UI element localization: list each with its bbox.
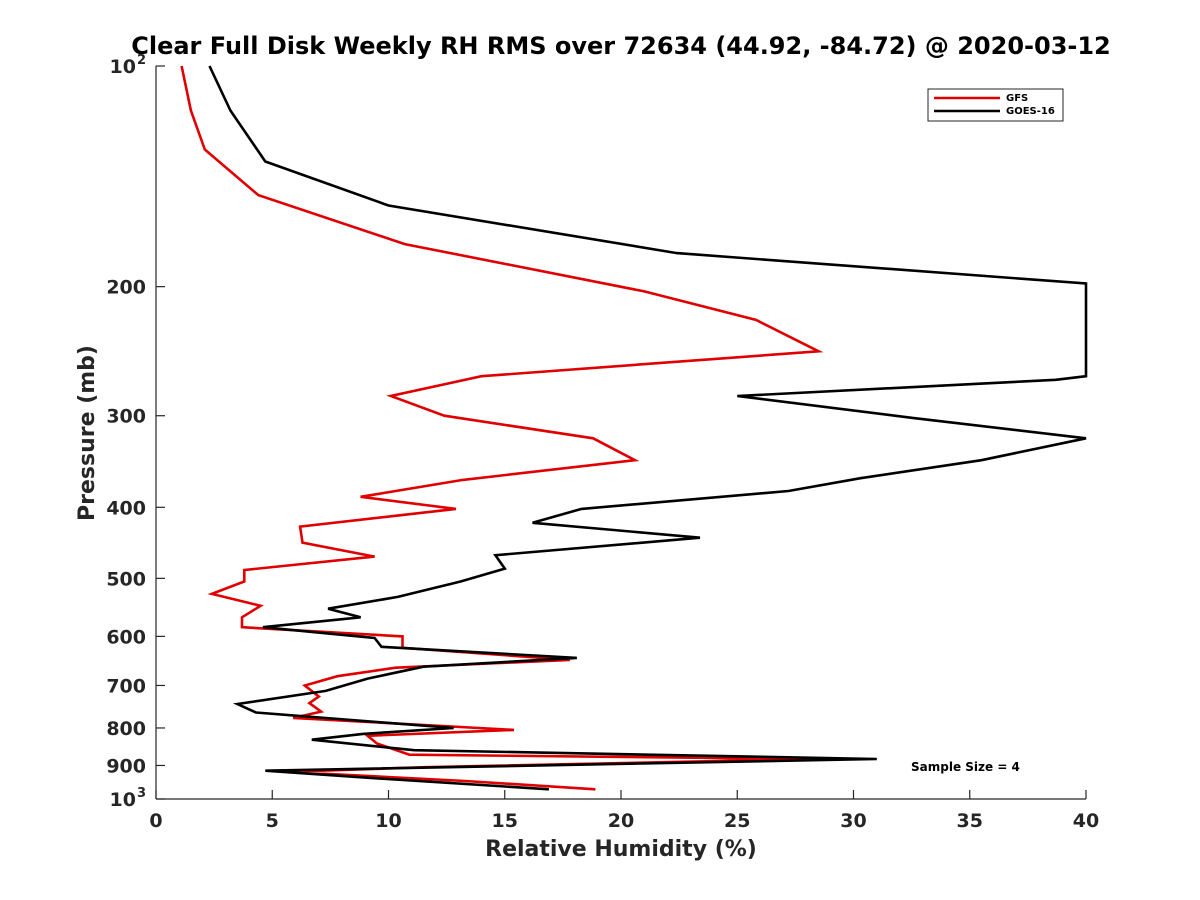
x-tick-label: 5 — [266, 810, 279, 832]
y-tick-label: 300 — [106, 406, 146, 428]
x-axis-ticks: 0 5 10 15 20 25 30 35 40 — [149, 790, 1099, 832]
series-line-gfs — [180, 65, 824, 791]
y-tick-label: 10 — [110, 56, 136, 78]
x-tick-label: 30 — [840, 810, 866, 832]
y-tick-label: 600 — [106, 626, 146, 648]
chart-title: Clear Full Disk Weekly RH RMS over 72634… — [131, 32, 1111, 60]
y-tick-label: 500 — [106, 568, 146, 590]
legend-box — [927, 88, 1064, 122]
y-tick-exponent: 3 — [137, 786, 146, 801]
plot-area — [156, 66, 1086, 799]
x-tick-label: 20 — [608, 810, 634, 832]
x-tick-label: 10 — [375, 810, 401, 832]
x-tick-label: 35 — [957, 810, 983, 832]
y-tick-label: 10 — [110, 789, 136, 811]
legend-label-goes16: GOES-16 — [1006, 106, 1055, 117]
y-tick-label: 400 — [106, 497, 146, 519]
y-tick-label: 200 — [106, 277, 146, 299]
series-layer — [180, 65, 1088, 791]
x-tick-label: 0 — [149, 810, 162, 832]
series-line-goes16 — [208, 65, 1088, 791]
x-axis-label: Relative Humidity (%) — [485, 837, 757, 862]
y-tick-label: 800 — [106, 718, 146, 740]
legend: GFS GOES-16 — [927, 88, 1064, 122]
sample-size-annotation: Sample Size = 4 — [911, 760, 1020, 774]
x-tick-label: 15 — [492, 810, 518, 832]
y-tick-label: 900 — [106, 755, 146, 777]
y-tick-exponent: 2 — [137, 53, 146, 68]
x-tick-label: 25 — [724, 810, 750, 832]
legend-label-gfs: GFS — [1006, 93, 1028, 104]
y-axis-label: Pressure (mb) — [75, 345, 100, 521]
y-tick-label: 700 — [106, 675, 146, 697]
x-tick-label: 40 — [1073, 810, 1099, 832]
